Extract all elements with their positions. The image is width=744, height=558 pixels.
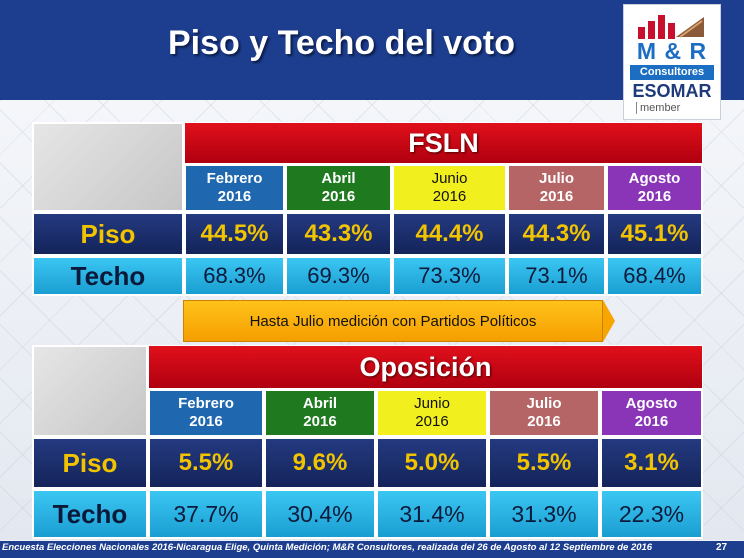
- oposicion-month-agosto: Agosto 2016: [600, 389, 703, 437]
- month-year: 2016: [189, 413, 223, 430]
- fsln-party-header: FSLN: [184, 122, 703, 164]
- oposicion-techo-value: 31.3%: [488, 489, 600, 539]
- oposicion-month-abril: Abril 2016: [264, 389, 376, 437]
- fsln-techo-value: 68.3%: [184, 256, 285, 296]
- oposicion-piso-value: 5.5%: [148, 437, 264, 489]
- oposicion-party-header: Oposición: [148, 345, 703, 389]
- month-year: 2016: [637, 188, 672, 205]
- month-name: Febrero: [206, 170, 263, 187]
- logo-consultores-text: Consultores: [630, 65, 714, 80]
- fsln-month-junio: Junio 2016: [392, 164, 507, 212]
- oposicion-corner-blank: [32, 345, 148, 437]
- page-number: 27: [716, 542, 728, 553]
- month-year: 2016: [432, 188, 467, 205]
- oposicion-techo-value: 22.3%: [600, 489, 703, 539]
- fsln-techo-value: 73.3%: [392, 256, 507, 296]
- fsln-techo-value: 69.3%: [285, 256, 392, 296]
- month-name: Julio: [526, 395, 562, 412]
- fsln-month-abril: Abril 2016: [285, 164, 392, 212]
- partidos-note-banner: Hasta Julio medición con Partidos Políti…: [183, 300, 603, 342]
- fsln-piso-value: 45.1%: [606, 212, 703, 256]
- month-year: 2016: [321, 188, 356, 205]
- fsln-piso-value: 44.5%: [184, 212, 285, 256]
- month-year: 2016: [527, 413, 561, 430]
- month-year: 2016: [539, 188, 574, 205]
- footer-source-note: Encuesta Elecciones Nacionales 2016-Nica…: [2, 542, 653, 553]
- fsln-techo-value: 68.4%: [606, 256, 703, 296]
- oposicion-piso-value: 9.6%: [264, 437, 376, 489]
- month-year: 2016: [217, 188, 252, 205]
- month-year: 2016: [634, 413, 669, 430]
- month-name: Agosto: [628, 170, 681, 187]
- oposicion-techo-value: 37.7%: [148, 489, 264, 539]
- header-bar: [0, 0, 744, 100]
- month-name: Agosto: [625, 395, 678, 412]
- bar-graph-icon: [638, 15, 704, 39]
- month-year: 2016: [415, 413, 449, 430]
- oposicion-month-febrero: Febrero 2016: [148, 389, 264, 437]
- month-name: Febrero: [178, 395, 234, 412]
- fsln-month-febrero: Febrero 2016: [184, 164, 285, 212]
- month-name: Abril: [302, 395, 338, 412]
- fsln-piso-value: 43.3%: [285, 212, 392, 256]
- oposicion-techo-value: 30.4%: [264, 489, 376, 539]
- oposicion-techo-label: Techo: [32, 489, 148, 539]
- oposicion-piso-value: 5.5%: [488, 437, 600, 489]
- oposicion-piso-label: Piso: [32, 437, 148, 489]
- fsln-month-julio: Julio 2016: [507, 164, 606, 212]
- oposicion-month-junio: Junio 2016: [376, 389, 488, 437]
- fsln-month-agosto: Agosto 2016: [606, 164, 703, 212]
- month-name: Julio: [538, 170, 574, 187]
- fsln-techo-label: Techo: [32, 256, 184, 296]
- month-year: 2016: [303, 413, 337, 430]
- banner-arrow-icon: [603, 300, 615, 342]
- logo-member-text: member: [636, 102, 680, 114]
- fsln-techo-value: 73.1%: [507, 256, 606, 296]
- fsln-piso-value: 44.4%: [392, 212, 507, 256]
- footer-bar: [0, 541, 744, 558]
- oposicion-piso-value: 3.1%: [600, 437, 703, 489]
- logo-esomar-text: ESOMAR: [632, 81, 712, 101]
- month-name: Junio: [431, 170, 468, 187]
- page-title: Piso y Techo del voto: [168, 24, 515, 62]
- fsln-piso-label: Piso: [32, 212, 184, 256]
- logo-mr-text: M & R: [636, 38, 708, 64]
- fsln-piso-value: 44.3%: [507, 212, 606, 256]
- oposicion-techo-value: 31.4%: [376, 489, 488, 539]
- mr-consultores-logo: M & R Consultores ESOMAR member: [623, 4, 721, 120]
- oposicion-piso-value: 5.0%: [376, 437, 488, 489]
- fsln-corner-blank: [32, 122, 184, 212]
- month-name: Junio: [414, 395, 450, 412]
- month-name: Abril: [321, 170, 356, 187]
- oposicion-month-julio: Julio 2016: [488, 389, 600, 437]
